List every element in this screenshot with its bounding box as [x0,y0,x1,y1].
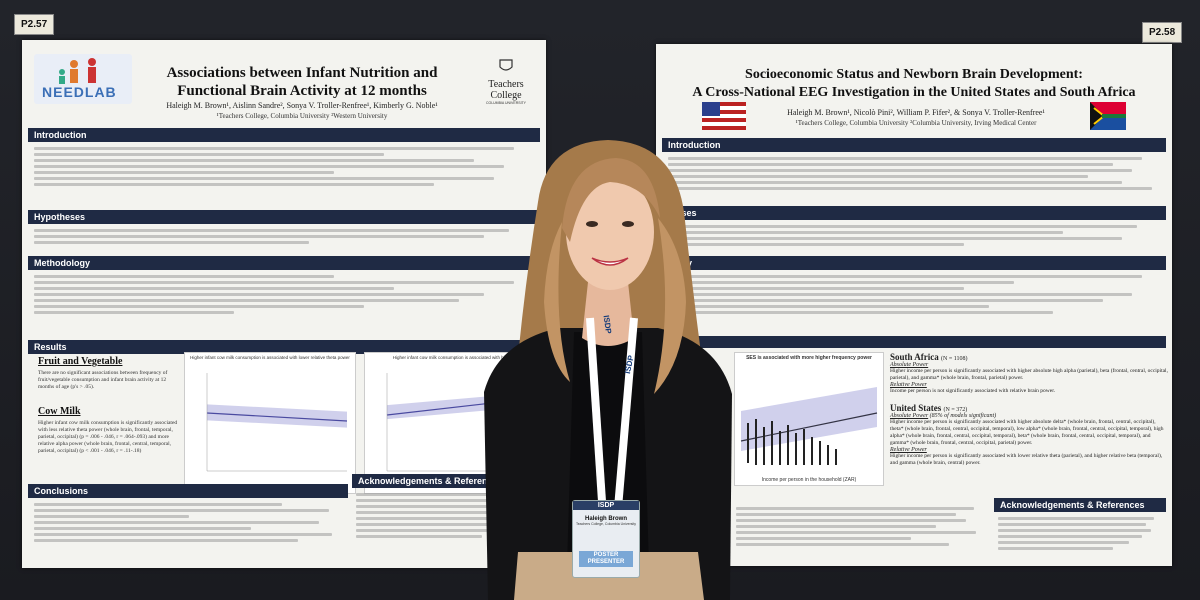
title-line-2: A Cross-National EEG Investigation in th… [692,85,1136,100]
results-cow-heading: Cow Milk [38,406,81,417]
us-absolute-text: Higher income per person is significantl… [890,419,1164,446]
poster-authors-left: Haleigh M. Brown¹, Aislinn Sandre², Sony… [166,101,438,110]
plot-ses-power: SES is associated with more higher frequ… [734,352,884,486]
needlab-logo: NEEDLAB [34,54,132,104]
introduction-text-right [668,154,1162,208]
south-africa-heading: South Africa (N = 1108) [890,352,968,362]
family-icon [59,58,96,84]
conclusions-text-right [736,504,986,562]
badge-org: ISDP [573,501,639,510]
badge-affiliation: Teachers College, Columbia University [575,522,637,526]
acknowledgements-text-right [998,514,1162,562]
acknowledgements-text-left [356,490,536,562]
introduction-text [34,144,534,206]
section-methodology: Methodology [28,256,540,270]
sa-absolute-text: Higher income per person is significantl… [890,368,1168,381]
south-africa-flag-icon [1090,102,1126,130]
badge-role: POSTER PRESENTER [579,551,633,567]
results-text-right: South Africa (N = 1108) Absolute Power H… [890,352,1168,467]
title-line-2: Functional Brain Activity at 12 months [177,83,427,99]
poster-affiliations-right: ¹Teachers College, Columbia University ²… [795,119,1037,127]
shield-icon [499,59,513,71]
us-relative-heading: Relative Power [890,447,927,453]
section-hypotheses: Hypotheses [28,210,540,224]
us-relative-text: Higher income per person is significantl… [890,453,1163,466]
methodology-text [34,272,534,336]
results-fruit-heading: Fruit and Vegetable [38,356,123,367]
methodology-text-right [668,272,1162,336]
section-introduction-right: Introduction [662,138,1166,152]
poster-authors-right: Haleigh M. Brown¹, Nicolò Pini², William… [787,108,1045,117]
poster-title-right: Socioeconomic Status and Newborn Brain D… [656,66,1172,102]
us-flag-icon [702,102,746,130]
ses-scatter [740,412,878,465]
sa-relative-heading: Relative Power [890,382,927,388]
poster-title-left: Associations between Infant Nutrition an… [137,64,467,100]
us-absolute-heading: Absolute Power (85% of models significan… [890,413,997,419]
poster-affiliations-left: ¹Teachers College, Columbia University ²… [216,112,388,120]
poster-tag-right: P2.58 [1142,22,1183,43]
teachers-college-logo: Teachers College COLUMBIA UNIVERSITY [474,58,538,105]
theta-trend-line [206,373,348,472]
poster-tag-left: P2.57 [14,14,55,35]
sa-absolute-heading: Absolute Power [890,362,929,368]
plot-theta: Higher infant cow milk consumption is as… [184,352,356,494]
presenter-person [484,140,732,600]
section-results-right [662,336,1166,348]
sa-relative-text: Income per person is not significantly a… [890,388,1056,394]
poster-left: NEEDLAB Associations between Infant Nutr… [22,40,546,568]
plot-ses-xlabel: Income per person in the household (ZAR) [761,477,857,483]
results-cow-text: Higher infant cow milk consumption is si… [38,420,178,454]
needlab-wordmark: NEEDLAB [42,84,117,100]
section-results: Results [28,340,540,354]
title-line-1: Associations between Infant Nutrition an… [166,65,438,81]
plot-ses-title: SES is associated with more higher frequ… [746,355,872,361]
hypotheses-text-right [668,222,1162,256]
title-line-1: Socioeconomic Status and Newborn Brain D… [745,67,1083,82]
results-fruit-text: There are no significant associations be… [38,370,168,390]
badge-name: Haleigh Brown [584,516,627,522]
hypotheses-text [34,226,534,254]
section-introduction: Introduction [28,128,540,142]
united-states-heading: United States (N = 372) [890,403,968,413]
plot-theta-title: Higher infant cow milk consumption is as… [190,355,350,360]
section-conclusions: Conclusions [28,484,348,498]
poster-right: Socioeconomic Status and Newborn Brain D… [656,44,1172,566]
name-badge: ISDP Haleigh Brown Teachers College, Col… [572,500,640,578]
conclusions-text [34,500,344,564]
section-acknowledgements-right: Acknowledgements & References [994,498,1166,512]
plot-alpha-title: Higher infant cow milk consumption is as… [392,355,508,360]
